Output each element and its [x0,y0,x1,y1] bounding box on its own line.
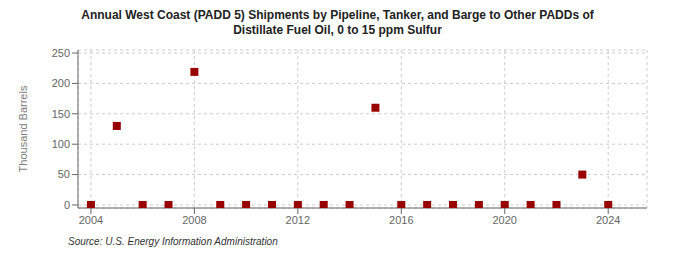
html-text:Source: U.S. Energy Informatio: Source: U.S. Energy Information Administ… [68,236,278,247]
html-text:Distillate Fuel Oil, 0 to 15 p: Distillate Fuel Oil, 0 to 15 ppm Sulfur [233,23,442,37]
svg-text:0: 0 [64,199,70,211]
svg-text:2020: 2020 [493,214,517,226]
svg-text:Thousand Barrels: Thousand Barrels [17,85,29,172]
svg-text:250: 250 [52,47,70,59]
svg-text:2008: 2008 [182,214,206,226]
svg-text:2012: 2012 [286,214,310,226]
svg-text:2004: 2004 [79,214,103,226]
svg-text:50: 50 [58,168,70,180]
svg-text:2024: 2024 [596,214,620,226]
html-text:Annual West Coast (PADD 5) Shi: Annual West Coast (PADD 5) Shipments by … [81,8,594,22]
svg-text:150: 150 [52,108,70,120]
svg-text:2016: 2016 [389,214,413,226]
svg-text:200: 200 [52,77,70,89]
svg-text:100: 100 [52,138,70,150]
